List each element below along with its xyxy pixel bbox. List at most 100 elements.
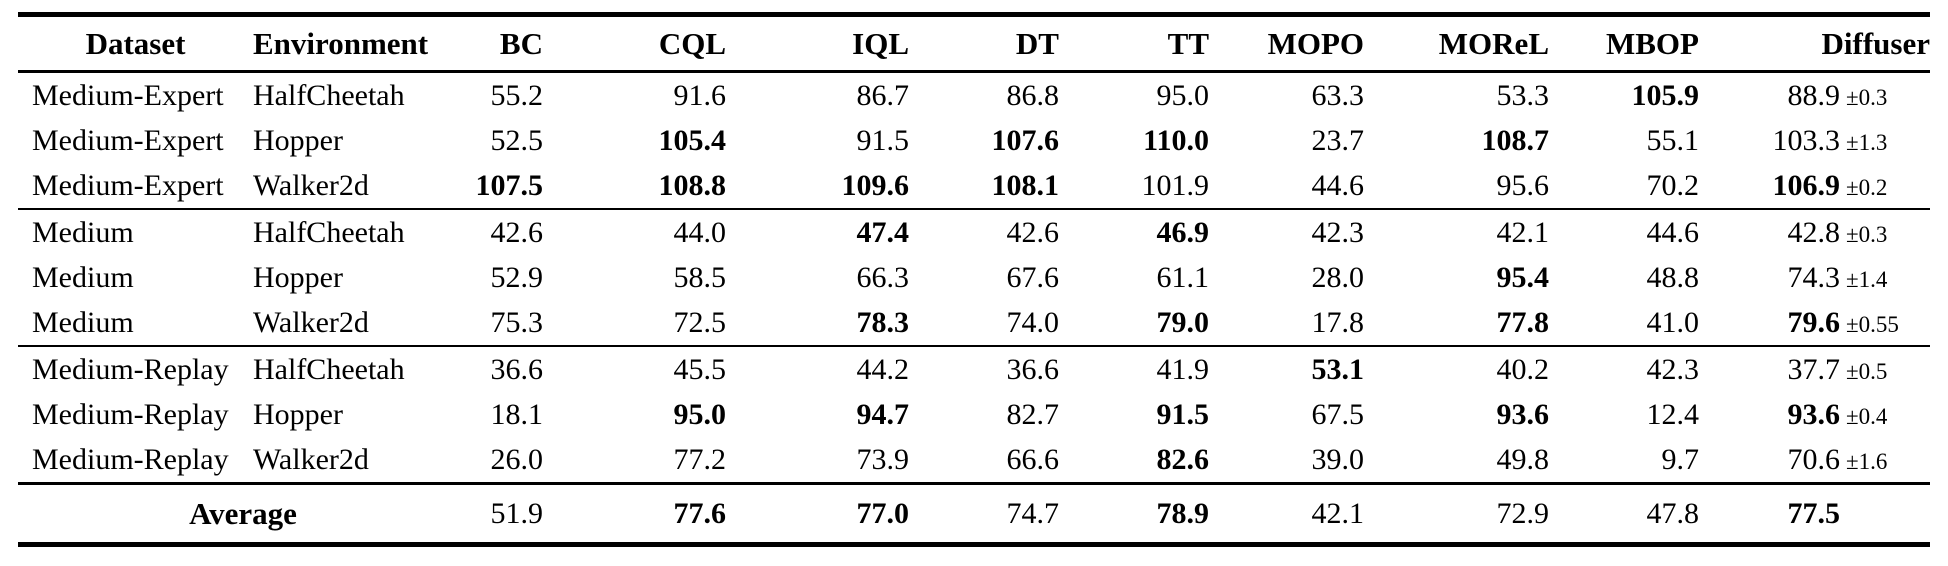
diffuser-score: 42.8 ±0.3: [1699, 216, 1930, 250]
score-cell: 49.8: [1496, 442, 1550, 476]
table-row: Medium-Replay Hopper 18.1 95.0 94.7 82.7 91.5 6…: [18, 392, 1930, 437]
score-cell: 77.6: [673, 496, 727, 530]
score-cell: 79.0: [1156, 305, 1210, 339]
diffuser-score: 79.6 ±0.55: [1699, 306, 1930, 340]
score-cell: 9.7: [1661, 442, 1700, 476]
score-cell: 75.3: [490, 305, 544, 339]
diffuser-score-cell: 42.8 ±0.3: [1699, 209, 1930, 255]
score-cell: 44.6: [1646, 215, 1700, 249]
column-header-dt: DT: [1015, 25, 1059, 61]
score-cell: 55.2: [490, 78, 544, 112]
score-cell: 42.6: [490, 215, 544, 249]
score-cell: 53.1: [1311, 352, 1365, 386]
score-cell: 73.9: [856, 442, 910, 476]
score-cell: 66.3: [856, 260, 910, 294]
average-row: Average 51.9 77.6 77.0 74.7 78.9 42.1 72…: [18, 483, 1930, 545]
environment-cell: HalfCheetah: [253, 352, 405, 386]
score-cell: 101.9: [1141, 168, 1210, 202]
score-cell: 108.1: [991, 168, 1060, 202]
score-cell: 12.4: [1646, 397, 1700, 431]
score-cell: 95.0: [1156, 78, 1210, 112]
dataset-cell: Medium-Replay: [32, 397, 229, 431]
score-cell: 63.3: [1311, 78, 1365, 112]
score-cell: 23.7: [1311, 123, 1365, 157]
score-cell: 86.8: [1006, 78, 1060, 112]
score-cell: 17.8: [1311, 305, 1365, 339]
environment-cell: Walker2d: [253, 442, 369, 476]
diffuser-score-value: 79.6: [1787, 305, 1841, 339]
diffuser-score-stddev: ±0.3: [1846, 84, 1888, 110]
score-cell: 108.8: [658, 168, 727, 202]
table-row: Medium-Expert Walker2d 107.5 108.8 109.6 108.…: [18, 163, 1930, 209]
diffuser-score-stddev: ±0.55: [1846, 311, 1899, 337]
diffuser-score-value: 103.3: [1772, 123, 1841, 157]
table-header: Dataset Environment BC CQL IQL DT TT MOP…: [18, 15, 1930, 72]
benchmark-results-table: Dataset Environment BC CQL IQL DT TT MOP…: [18, 12, 1930, 547]
diffuser-score-value: 93.6: [1787, 397, 1841, 431]
column-header-bc: BC: [499, 25, 543, 61]
score-cell: 108.7: [1481, 123, 1550, 157]
score-cell: 52.5: [490, 123, 544, 157]
score-cell: 42.3: [1646, 352, 1700, 386]
score-cell: 77.8: [1496, 305, 1550, 339]
score-cell: 86.7: [856, 78, 910, 112]
score-cell: 28.0: [1311, 260, 1365, 294]
group-medium-replay: Medium-Replay HalfCheetah 36.6 45.5 44.2 36.6…: [18, 346, 1930, 484]
dataset-cell: Medium-Replay: [32, 442, 229, 476]
score-cell: 94.7: [856, 397, 910, 431]
dataset-cell: Medium: [32, 215, 134, 249]
score-cell: 53.3: [1496, 78, 1550, 112]
table-row: Medium-Replay HalfCheetah 36.6 45.5 44.2 36.6…: [18, 346, 1930, 392]
score-cell: 70.2: [1646, 168, 1700, 202]
score-cell: 78.9: [1156, 496, 1210, 530]
score-cell: 105.9: [1631, 78, 1700, 112]
score-cell: 82.6: [1156, 442, 1210, 476]
diffuser-score-value: 88.9: [1787, 78, 1841, 112]
score-cell: 107.6: [991, 123, 1060, 157]
score-cell: 107.5: [475, 168, 544, 202]
dataset-cell: Medium: [32, 305, 134, 339]
diffuser-score: 93.6 ±0.4: [1699, 398, 1930, 432]
diffuser-score-cell: 74.3 ±1.4: [1699, 255, 1930, 300]
diffuser-score-value: 42.8: [1787, 215, 1841, 249]
environment-cell: Hopper: [253, 260, 343, 294]
diffuser-score-stddev: ±1.6: [1846, 448, 1888, 474]
score-cell: 42.1: [1311, 496, 1365, 530]
diffuser-score-cell: 88.9 ±0.3: [1699, 72, 1930, 119]
group-medium: Medium HalfCheetah 42.6 44.0 47.4 42.6 46.9 42.…: [18, 209, 1930, 346]
score-cell: 93.6: [1496, 397, 1550, 431]
score-cell: 42.3: [1311, 215, 1365, 249]
score-cell: 109.6: [841, 168, 910, 202]
table-row: Medium Walker2d 75.3 72.5 78.3 74.0 79.0 17.8 77…: [18, 300, 1930, 346]
table-row: Medium-Expert Hopper 52.5 105.4 91.5 107.6 110…: [18, 118, 1930, 163]
table-row: Medium-Expert HalfCheetah 55.2 91.6 86.7 86.8…: [18, 72, 1930, 119]
diffuser-score-cell: 103.3 ±1.3: [1699, 118, 1930, 163]
diffuser-score-value: 74.3: [1787, 260, 1841, 294]
column-header-iql: IQL: [852, 25, 909, 61]
score-cell: 67.6: [1006, 260, 1060, 294]
diffuser-score-stddev: ±0.5: [1846, 358, 1888, 384]
score-cell: 39.0: [1311, 442, 1365, 476]
score-cell: 45.5: [673, 352, 727, 386]
environment-cell: Walker2d: [253, 305, 369, 339]
diffuser-score: 103.3 ±1.3: [1699, 124, 1930, 158]
diffuser-score-value: 70.6: [1787, 442, 1841, 476]
score-cell: 55.1: [1646, 123, 1700, 157]
diffuser-score-value: 106.9: [1772, 168, 1841, 202]
score-cell: 42.1: [1496, 215, 1550, 249]
score-cell: 66.6: [1006, 442, 1060, 476]
column-header-environment: Environment: [253, 25, 429, 61]
score-cell: 61.1: [1156, 260, 1210, 294]
column-header-diffuser: Diffuser: [1821, 25, 1930, 61]
header-row: Dataset Environment BC CQL IQL DT TT MOP…: [18, 15, 1930, 72]
score-cell: 72.5: [673, 305, 727, 339]
score-cell: 67.5: [1311, 397, 1365, 431]
diffuser-score-stddev: ±1.4: [1846, 266, 1888, 292]
score-cell: 44.0: [673, 215, 727, 249]
score-cell: 41.9: [1156, 352, 1210, 386]
table-row: Medium Hopper 52.9 58.5 66.3 67.6 61.1 28.0 95.4…: [18, 255, 1930, 300]
score-cell: 77.0: [856, 496, 910, 530]
environment-cell: HalfCheetah: [253, 78, 405, 112]
score-cell: 91.5: [1156, 397, 1210, 431]
score-cell: 26.0: [490, 442, 544, 476]
